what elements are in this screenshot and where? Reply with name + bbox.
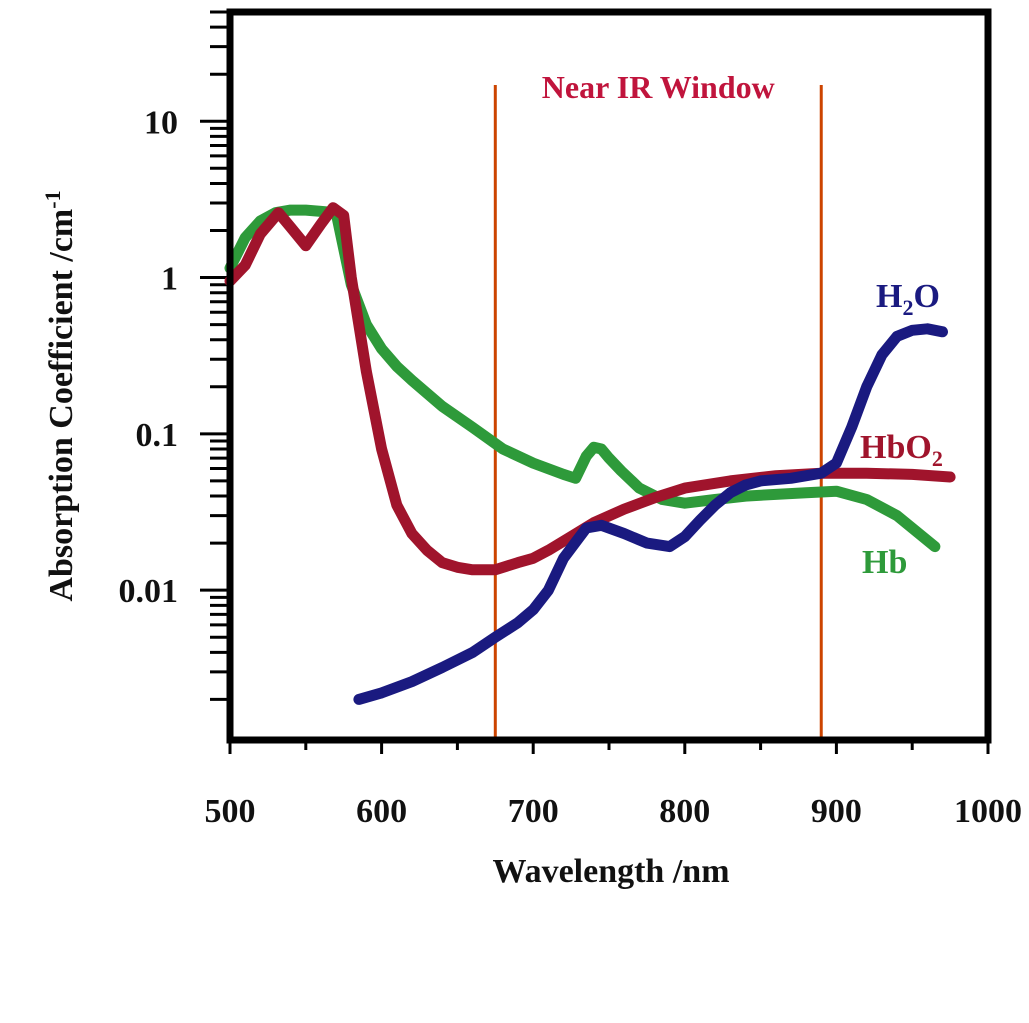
near-ir-window-region: Near IR Window bbox=[493, 69, 823, 740]
series-label-hb: Hb bbox=[862, 544, 907, 581]
series-lines bbox=[224, 202, 956, 705]
x-tick-label: 800 bbox=[659, 793, 710, 830]
near-ir-window-label: Near IR Window bbox=[542, 69, 775, 105]
y-axis-title: Absorption Coefficient /cm-1 bbox=[40, 190, 80, 601]
series-label-hbo2: HbO2 bbox=[860, 429, 943, 471]
y-tick-label: 0.01 bbox=[119, 573, 179, 610]
y-axis-title-superscript: -1 bbox=[40, 190, 65, 208]
x-tick-label: 700 bbox=[508, 793, 559, 830]
series-line-hb bbox=[224, 204, 941, 553]
series-line-hbo2 bbox=[224, 202, 956, 576]
x-tick-label: 1000 bbox=[954, 793, 1022, 830]
x-tick-labels: 500 600 700 800 900 1000 bbox=[205, 793, 1023, 830]
series-label-h2o: H2O bbox=[876, 278, 940, 320]
series-line-h2o bbox=[353, 323, 948, 705]
y-tick-label: 0.1 bbox=[136, 417, 179, 454]
x-axis-title: Wavelength /nm bbox=[492, 853, 729, 890]
x-tick-label: 600 bbox=[356, 793, 407, 830]
x-tick-label: 500 bbox=[205, 793, 256, 830]
plot-frame bbox=[226, 8, 992, 744]
x-tick-label: 900 bbox=[811, 793, 862, 830]
y-axis-title-text: Absorption Coefficient /cm bbox=[43, 209, 80, 602]
y-tick-labels: 0.01 0.1 1 10 bbox=[119, 104, 179, 610]
y-tick-label: 10 bbox=[144, 104, 178, 141]
y-tick-label: 1 bbox=[161, 261, 178, 298]
